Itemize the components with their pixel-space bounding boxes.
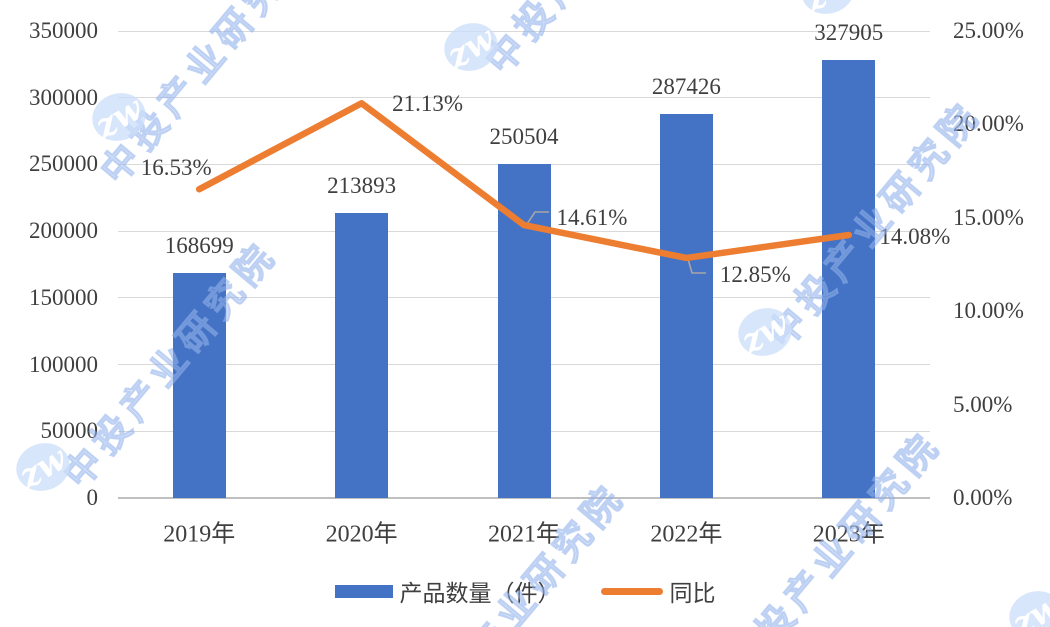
x-axis-label: 2022年 (650, 521, 723, 548)
line-value-label: 12.85% (719, 261, 791, 287)
bar-value-label: 327905 (814, 20, 884, 46)
gridline (118, 30, 930, 32)
y-axis-left-tick: 100000 (29, 351, 98, 377)
x-axis-label: 2021年 (488, 521, 560, 548)
y-axis-left-tick: 300000 (29, 84, 98, 110)
y-axis-left-tick: 0 (86, 485, 99, 510)
bar-2022年 (659, 114, 713, 498)
legend-item-产品数量（件）: 产品数量（件） (334, 574, 561, 608)
y-axis-right-tick: 0.00% (953, 485, 1013, 510)
bar-2019年 (172, 272, 226, 498)
y-axis-right-tick: 20.00% (953, 111, 1024, 137)
y-axis-right-tick: 10.00% (953, 298, 1024, 324)
bar-value-label: 213893 (327, 172, 397, 198)
legend: 产品数量（件） 同比 (0, 574, 1050, 608)
y-axis-right-tick: 25.00% (953, 18, 1024, 43)
y-axis-left-tick: 150000 (29, 284, 98, 310)
label-leader-line (526, 211, 549, 225)
bar-2020年 (335, 212, 389, 498)
y-axis-right-tick: 15.00% (953, 204, 1024, 230)
legend-line-swatch-icon (600, 587, 663, 595)
x-axis-label: 2020年 (325, 521, 398, 548)
line-value-label: 14.61% (556, 205, 628, 231)
y-axis-right-tick: 5.00% (953, 391, 1013, 417)
y-axis-left-tick: 350000 (29, 18, 98, 43)
line-value-label: 21.13% (392, 91, 464, 117)
x-axis-line (118, 497, 930, 499)
legend-label: 同比 (669, 581, 716, 606)
x-axis-label: 2023年 (812, 521, 885, 548)
y-axis-left-tick: 200000 (29, 218, 98, 244)
legend-item-同比: 同比 (600, 574, 716, 608)
legend-label: 产品数量（件） (399, 581, 561, 606)
line-value-label: 14.08% (879, 223, 951, 249)
bar-value-label: 250504 (489, 123, 559, 149)
y-axis-left-tick: 50000 (40, 418, 99, 444)
bar-value-label: 168699 (164, 232, 234, 258)
bar-value-label: 287426 (651, 74, 721, 100)
gridline (118, 97, 930, 99)
label-leader-line (687, 258, 706, 274)
x-axis-label: 2019年 (163, 521, 236, 548)
trend-line (195, 100, 853, 262)
bar-2021年 (497, 163, 551, 498)
y-axis-left-tick: 250000 (29, 151, 98, 177)
line-value-label: 16.53% (140, 155, 212, 181)
legend-bar-swatch-icon (334, 584, 393, 598)
bar-2023年 (822, 60, 876, 498)
